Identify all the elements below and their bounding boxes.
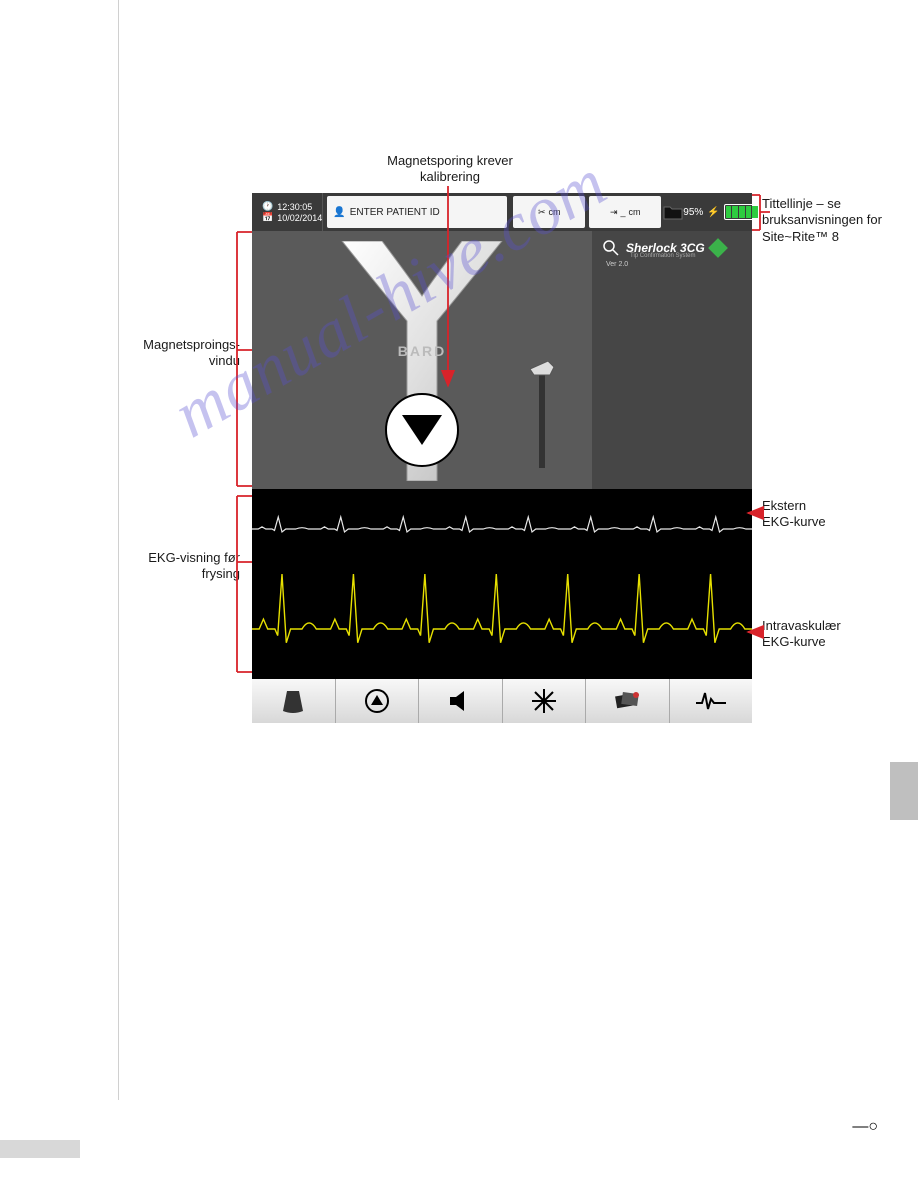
annotate-button[interactable] [586,679,670,723]
battery-cell [746,206,752,218]
diamond-icon [708,238,728,258]
ecg-display [252,489,752,679]
calibrate-button[interactable] [336,679,420,723]
folder-icon [663,204,683,220]
margin-line [118,0,119,1100]
magnet-tracking-window: BARD [252,231,592,489]
folder-button[interactable] [663,193,683,231]
time-date-block: 🕐 12:30:05 📅 10/02/2014 [252,193,323,231]
date-value: 10/02/2014 [277,213,322,223]
meas2-prefix: _ [621,207,626,217]
external-ecg-trace [252,517,752,532]
measurement-1[interactable]: ✂ cm [513,196,585,228]
page: Magnetsporing kreverkalibrering Magnetsp… [0,0,918,1188]
ultrasound-icon [279,687,307,715]
side-panel: Sherlock 3CG Ver 2.0 Tip Confirmation Sy… [592,231,752,489]
bottom-toolbar [252,679,752,723]
meas2-unit: cm [629,207,641,217]
clock-icon: 🕐 [262,201,273,212]
person-icon: 👤 [333,207,345,218]
callout-right-ekg2: IntravaskulærEKG-kurve [762,618,902,651]
measurement-2[interactable]: ⇥ _ cm [589,196,661,228]
time-value: 12:30:05 [277,202,312,212]
callout-left-lower: EKG-visning førfrysing [120,550,240,583]
speaker-icon [446,687,474,715]
patient-id-placeholder: ENTER PATIENT ID [350,207,440,218]
magnifier-icon [602,239,620,257]
device-screenshot: 🕐 12:30:05 📅 10/02/2014 👤 ENTER PATIENT ID… [252,193,752,723]
battery-percent: 95% [683,207,703,218]
ultrasound-button[interactable] [252,679,336,723]
sound-button[interactable] [419,679,503,723]
battery-cell [732,206,738,218]
battery-cell [739,206,745,218]
title-bar: 🕐 12:30:05 📅 10/02/2014 👤 ENTER PATIENT ID… [252,193,752,231]
callout-top: Magnetsporing kreverkalibrering [350,153,550,186]
meas1-unit: cm [549,207,561,217]
callout-right-ekg1: EksternEKG-kurve [762,498,902,531]
battery-icon [724,204,760,220]
product-subtitle: Tip Confirmation System [630,253,695,259]
footer-stub [0,1140,80,1158]
triangle-down-icon [402,415,442,445]
ecg-waveforms [252,489,752,679]
ecg-icon [694,687,728,715]
callout-left-upper: Magnetsproings-vindu [120,337,240,370]
calendar-icon: 📅 [262,212,273,223]
page-side-tab [890,762,918,820]
freeze-button[interactable] [503,679,587,723]
footer-glyph: —○ [852,1118,878,1136]
callout-right-title: Tittellinje – sebruksanvisningen forSite… [762,196,912,245]
battery-cell [752,206,758,218]
battery-status: 95% ⚡ [683,193,767,231]
battery-cell [726,206,732,218]
catheter-icon: ⇥ [610,207,618,218]
ecg-button[interactable] [670,679,753,723]
scissors-icon: ✂ [538,207,546,218]
cards-icon [612,687,642,715]
probe-icon [530,361,554,471]
charging-icon: ⚡ [707,207,719,218]
calibration-indicator[interactable] [385,393,459,467]
sensor-brand-text: BARD [398,343,446,359]
version-label: Ver 2.0 [606,261,628,268]
internal-ecg-trace [252,574,752,643]
calibrate-icon [363,687,391,715]
patient-id-field[interactable]: 👤 ENTER PATIENT ID [327,196,507,228]
snowflake-icon [530,687,558,715]
